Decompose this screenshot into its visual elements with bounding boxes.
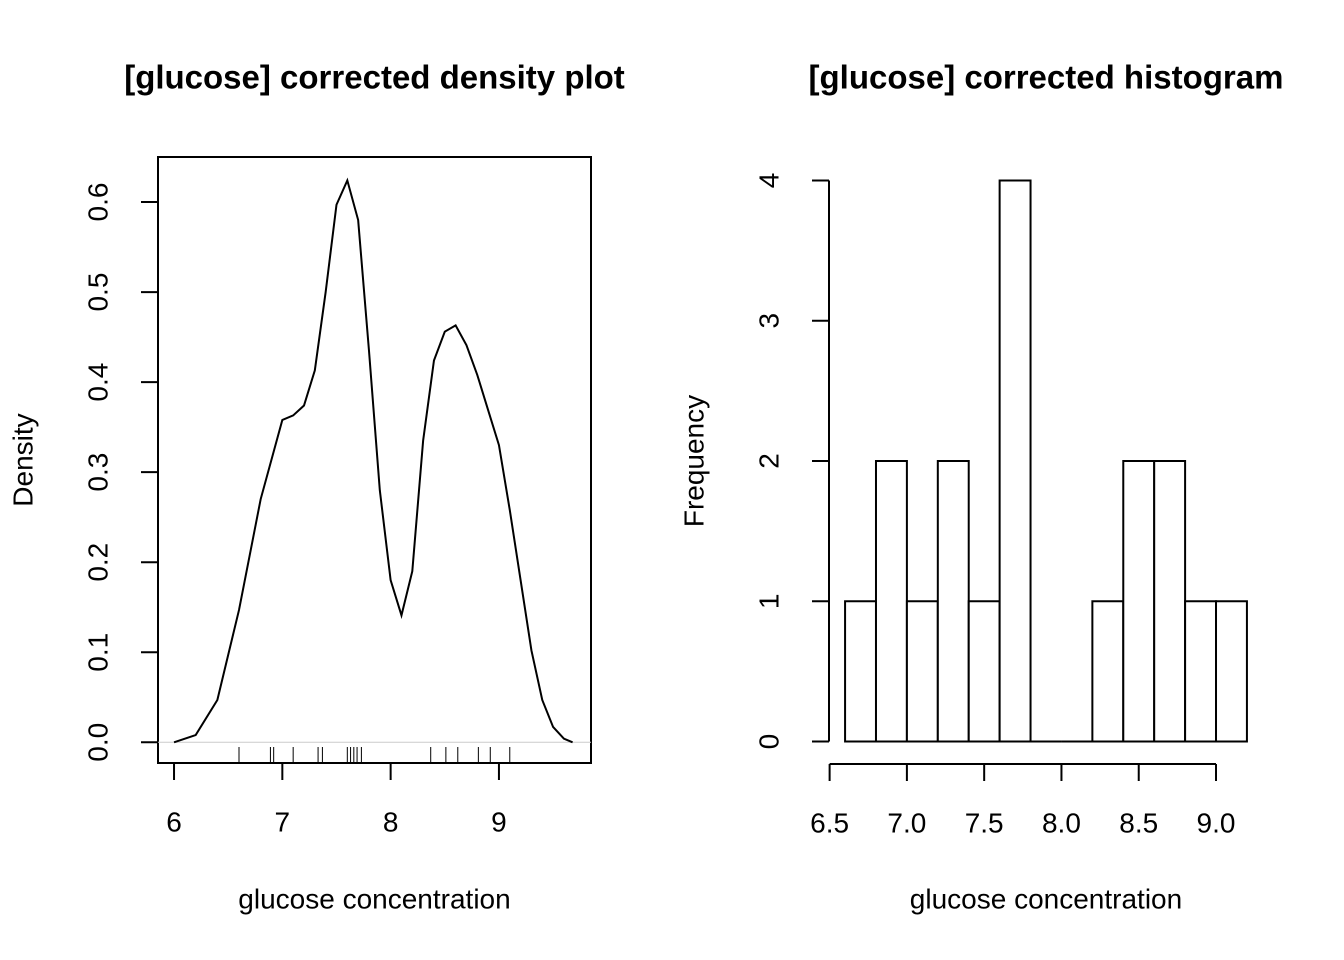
x-tick-label: 7.5 [965, 807, 1004, 838]
x-tick-label: 9.0 [1197, 807, 1236, 838]
histogram-bar [1122, 460, 1156, 743]
x-tick-label: 8.5 [1119, 807, 1158, 838]
histogram-bar [936, 460, 970, 743]
x-tick-label: 7 [275, 806, 291, 837]
chart-title: [glucose] corrected histogram [809, 59, 1284, 96]
histogram-bar [905, 600, 939, 743]
plot-box [157, 156, 592, 764]
histogram-bar [1153, 460, 1187, 743]
x-axis-label: glucose concentration [238, 883, 510, 914]
y-tick-label: 0.4 [82, 363, 113, 402]
x-tick-label: 7.0 [887, 807, 926, 838]
y-tick-label: 0.6 [82, 183, 113, 222]
histogram-bar [844, 600, 877, 743]
y-axis-label: Frequency [678, 395, 709, 527]
density-line [173, 177, 573, 744]
y-tick-label: 4 [753, 173, 784, 189]
histogram-bar [1091, 600, 1125, 743]
histogram-bar [998, 179, 1032, 743]
chart-title: [glucose] corrected density plot [124, 59, 625, 96]
x-tick-label: 6.5 [810, 807, 849, 838]
y-tick-label: 1 [753, 593, 784, 609]
histogram-bar [1215, 600, 1248, 743]
x-tick-label: 9 [491, 806, 507, 837]
y-tick-label: 0.0 [82, 723, 113, 762]
y-tick-label: 0 [753, 734, 784, 750]
histogram-bar [874, 460, 908, 743]
y-axis-label: Density [7, 413, 38, 506]
y-tick-label: 0.5 [82, 273, 113, 312]
y-tick-label: 2 [753, 453, 784, 469]
x-tick-label: 8.0 [1042, 807, 1081, 838]
y-tick-label: 0.3 [82, 453, 113, 492]
y-tick-label: 0.2 [82, 543, 113, 582]
y-tick-label: 0.1 [82, 633, 113, 672]
x-tick-label: 6 [166, 806, 182, 837]
histogram-bar [967, 600, 1001, 743]
y-tick-label: 3 [753, 313, 784, 329]
x-tick-label: 8 [383, 806, 399, 837]
x-axis-label: glucose concentration [910, 883, 1182, 914]
histogram-bar [1184, 600, 1218, 743]
